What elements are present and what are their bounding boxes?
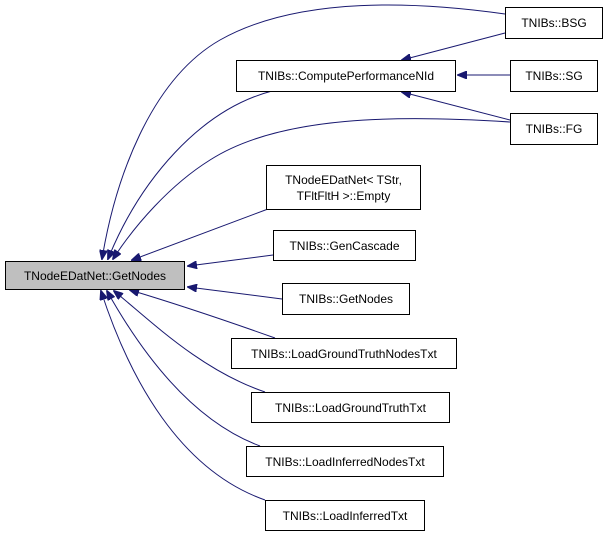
node-label: TNIBs::LoadInferredNodesTxt — [265, 454, 425, 469]
node-tnibs-fg[interactable]: TNIBs::FG — [510, 113, 598, 145]
node-label: TNIBs::SG — [525, 69, 583, 83]
node-label: TNodeEDatNet::GetNodes — [23, 268, 167, 283]
node-tnibs-loadinferrednodestxt[interactable]: TNIBs::LoadInferredNodesTxt — [246, 446, 444, 477]
node-label: TNIBs::GetNodes — [298, 292, 394, 306]
node-label-line1: TNodeEDatNet< TStr, — [285, 172, 402, 187]
node-tnibs-loadinferredtxt[interactable]: TNIBs::LoadInferredTxt — [265, 500, 425, 531]
node-tnibs-computeperformancenid[interactable]: TNIBs::ComputePerformanceNId — [236, 60, 456, 92]
node-tnibs-getnodes[interactable]: TNIBs::GetNodes — [282, 283, 410, 315]
node-tnibs-loadgroundtruthnodestxt[interactable]: TNIBs::LoadGroundTruthNodesTxt — [231, 338, 457, 369]
edge-bsg-to-compute — [402, 32, 506, 60]
node-label: TNIBs::LoadInferredTxt — [282, 508, 408, 523]
edge-lgtnodes-to-getnodes — [130, 290, 276, 339]
edge-li-to-getnodes — [101, 291, 266, 501]
node-tnodeedatnet-getnodes[interactable]: TNodeEDatNet::GetNodes — [5, 261, 185, 290]
node-tnibs-gencascade[interactable]: TNIBs::GenCascade — [273, 230, 416, 261]
edge-empty-to-getnodes — [132, 208, 269, 260]
edge-tnibs-getnodes-to-getnodes — [188, 287, 283, 300]
edge-gencascade-to-getnodes — [188, 254, 274, 266]
edge-bsg-to-getnodes — [102, 4, 506, 259]
node-label-line2: TFltFltH >::Empty — [296, 188, 391, 203]
node-label: TNIBs::GenCascade — [289, 238, 400, 253]
edge-lgt-to-getnodes — [114, 291, 266, 393]
node-label: TNIBs::ComputePerformanceNId — [257, 69, 435, 83]
node-tnibs-bsg[interactable]: TNIBs::BSG — [505, 7, 603, 39]
edge-linodes-to-getnodes — [107, 291, 261, 447]
node-label: TNIBs::LoadGroundTruthTxt — [275, 400, 426, 415]
node-tnibs-sg[interactable]: TNIBs::SG — [510, 60, 598, 92]
edge-compute-to-getnodes — [108, 90, 273, 259]
node-label: TNIBs::FG — [525, 122, 583, 136]
edge-fg-to-getnodes — [113, 118, 511, 259]
node-tnodeedatnet-empty[interactable]: TNodeEDatNet< TStr, TFltFltH >::Empty — [266, 165, 421, 210]
node-label: TNIBs::LoadGroundTruthNodesTxt — [251, 346, 437, 361]
node-label: TNIBs::BSG — [521, 16, 587, 30]
edge-fg-to-compute — [402, 92, 511, 121]
node-tnibs-loadgroundtruthtxt[interactable]: TNIBs::LoadGroundTruthTxt — [251, 392, 450, 423]
